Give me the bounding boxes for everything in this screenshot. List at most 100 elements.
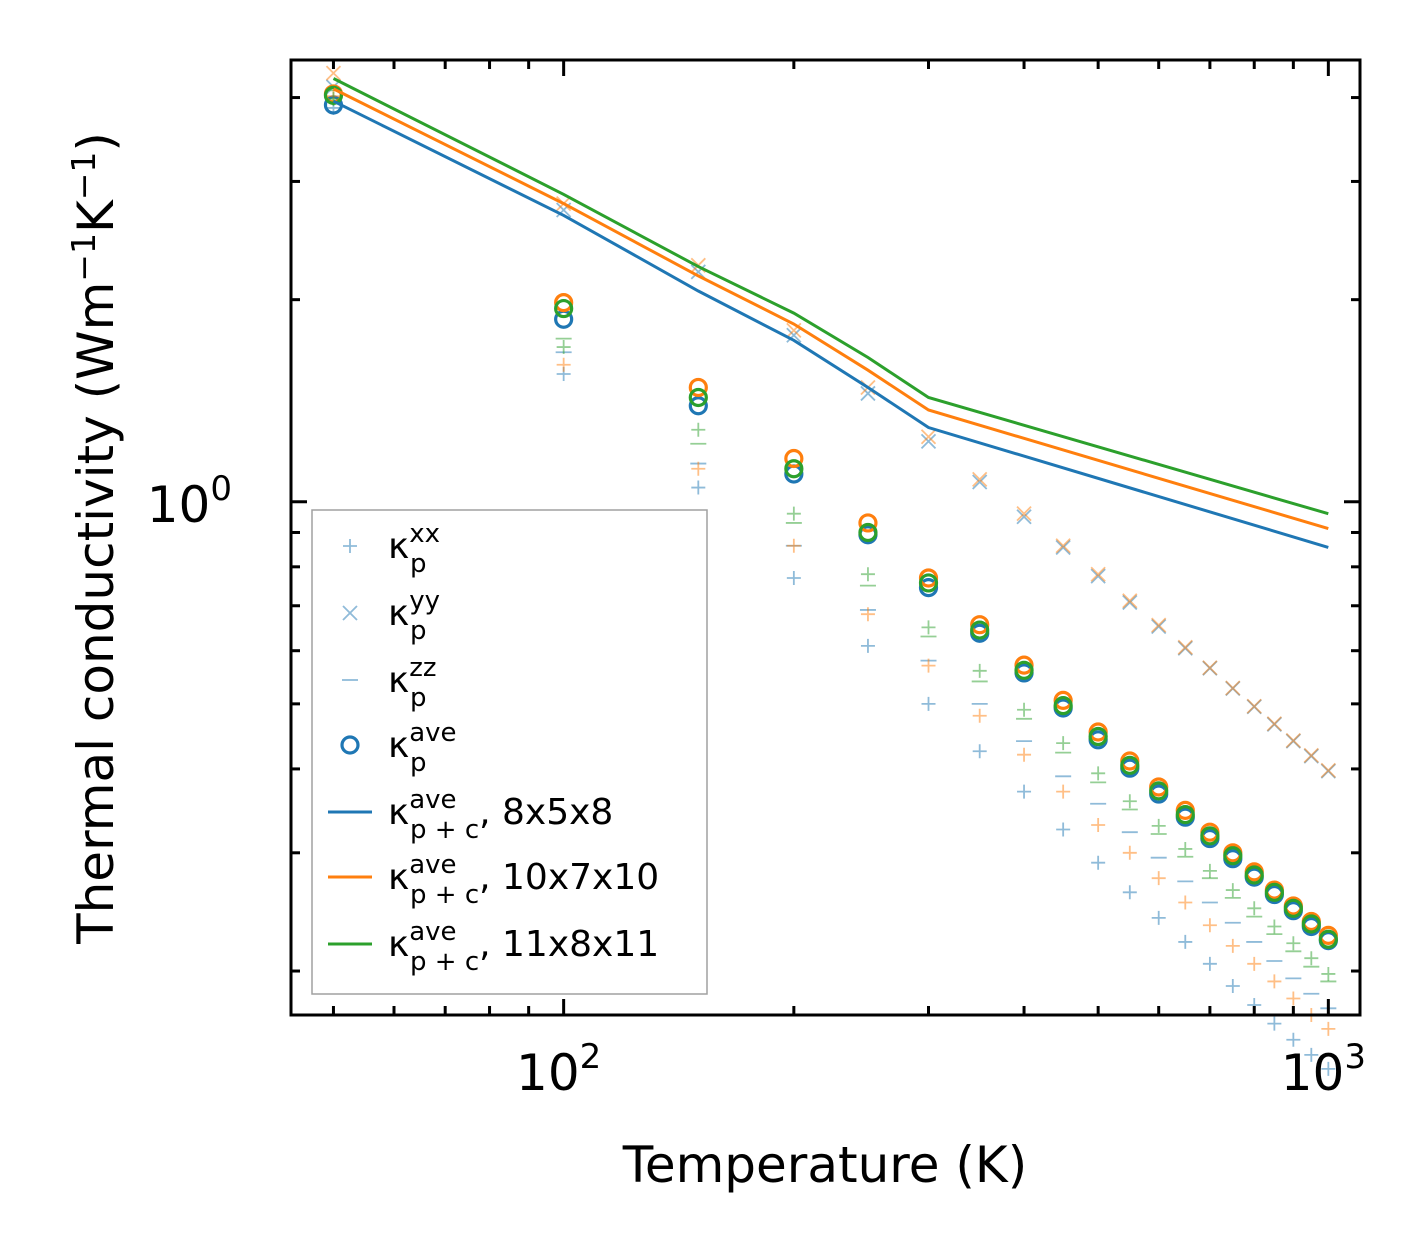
point-kxx	[691, 480, 706, 495]
point-kave_3	[784, 459, 804, 479]
legend-entry: κave p	[340, 718, 457, 778]
point-kxx	[1304, 1047, 1319, 1062]
point-kave_3	[1283, 898, 1303, 918]
axis-ticks	[291, 60, 1360, 1015]
x-tick-label: 102	[516, 1037, 601, 1102]
point-kave_3	[918, 573, 939, 593]
point-kyy_2	[972, 471, 988, 487]
legend-label-symbol: κ	[388, 857, 409, 898]
point-kave_3	[1149, 781, 1169, 801]
y-axis-label-main: Thermal conductivity (Wm	[67, 282, 125, 945]
point-kave_2	[554, 292, 574, 313]
point-kyy_2	[1225, 680, 1241, 696]
point-kyy_2	[1246, 698, 1262, 714]
point-kave_3	[323, 85, 344, 105]
x-tick-label-exponent: 3	[1344, 1037, 1366, 1077]
point-kxx_3	[1091, 766, 1106, 781]
point-kave_3	[1318, 929, 1338, 949]
y-axis-label: Thermal conductivity (Wm−1K−1)	[64, 132, 125, 945]
point-kxx_3	[1247, 901, 1262, 916]
legend-swatch-marker	[340, 735, 360, 755]
point-kxx_2	[1091, 818, 1106, 833]
point-kave_3	[688, 387, 708, 408]
point-kave_3	[554, 298, 574, 319]
point-kyy	[1055, 539, 1071, 556]
point-kave_3	[1014, 660, 1034, 680]
point-kxx	[786, 570, 801, 585]
point-kxx	[860, 638, 875, 653]
point-kxx_2	[921, 658, 936, 673]
point-kxx_3	[556, 340, 571, 355]
legend-label: κave p	[388, 718, 457, 778]
legend-label-subscript: p	[410, 683, 427, 713]
legend-label-symbol: κ	[388, 660, 409, 701]
point-kxx_3	[1304, 951, 1319, 966]
point-kxx_3	[921, 620, 936, 635]
point-kxx	[1267, 1016, 1282, 1031]
point-kxx_2	[1247, 956, 1262, 971]
point-kxx_2	[1225, 938, 1240, 953]
point-kyy_2	[1122, 593, 1138, 609]
point-kyy	[920, 433, 937, 450]
point-kyy_2	[1055, 538, 1071, 554]
legend-label-symbol: κ	[388, 924, 409, 965]
point-kave_3	[1244, 865, 1264, 885]
point-kxx_3	[1017, 702, 1032, 717]
point-kxx_2	[1178, 895, 1193, 910]
point-kyy_2	[1177, 639, 1193, 655]
legend-label-subscript: p + c	[410, 815, 479, 845]
point-kxx	[1017, 784, 1032, 799]
legend-label-symbol: κ	[388, 792, 409, 833]
point-kave_3	[1264, 882, 1284, 902]
point-kyy_2	[1266, 716, 1283, 732]
legend-label-symbol: κ	[388, 593, 409, 634]
point-kyy_2	[1016, 506, 1032, 522]
series-line-kpc_10x7x10	[332, 87, 1329, 531]
point-kxx	[972, 744, 987, 759]
point-kave_3	[1053, 696, 1073, 716]
point-kxx_2	[1056, 784, 1071, 799]
x-tick-label-base: 10	[516, 1044, 580, 1102]
point-kyy	[972, 474, 988, 490]
legend-label-subscript: p	[410, 748, 427, 778]
point-kave_2	[784, 448, 804, 469]
point-kxx_2	[1321, 1021, 1336, 1036]
point-kxx_3	[1178, 841, 1193, 856]
legend-label-text: , 8x5x8	[479, 792, 613, 833]
legend-label-superscript: ave	[409, 785, 456, 815]
point-kave_2	[970, 615, 990, 635]
point-kxx	[1056, 822, 1071, 837]
point-kyy_2	[1202, 660, 1218, 676]
x-tick-label-exponent: 2	[580, 1037, 602, 1077]
y-tick-label-base: 10	[147, 476, 211, 534]
legend-label-subscript: p + c	[410, 880, 479, 910]
legend-entry: κave p + c, 11x8x11	[328, 917, 659, 977]
point-kyy_2	[920, 429, 937, 445]
point-kxx	[1091, 855, 1106, 870]
legend-label-superscript: ave	[409, 850, 456, 880]
x-axis-label: Temperature (K)	[622, 1136, 1027, 1194]
point-kxx_2	[1151, 871, 1166, 886]
series-kxx	[326, 100, 1336, 1076]
point-kxx_2	[972, 708, 987, 723]
legend-swatch-marker	[342, 605, 358, 621]
legend-label: κave p + c, 10x7x10	[388, 850, 659, 910]
legend-label-superscript: yy	[409, 586, 440, 616]
y-axis-label-k: K	[67, 199, 125, 233]
point-kxx	[1151, 910, 1166, 925]
point-kxx_3	[1267, 919, 1282, 934]
legend-label-subscript: p	[410, 549, 427, 579]
legend-label-text: , 11x8x11	[479, 924, 659, 965]
point-kyy	[786, 327, 802, 343]
point-kxx_2	[1286, 991, 1301, 1006]
legend-entry: κxx p	[343, 519, 440, 579]
point-kxx	[1202, 956, 1217, 971]
series-kxx_3	[326, 92, 1336, 981]
y-tick-label-exponent: 0	[210, 469, 232, 509]
point-kxx	[921, 696, 936, 711]
point-kxx	[1122, 885, 1137, 900]
point-kxx_3	[1321, 966, 1336, 981]
